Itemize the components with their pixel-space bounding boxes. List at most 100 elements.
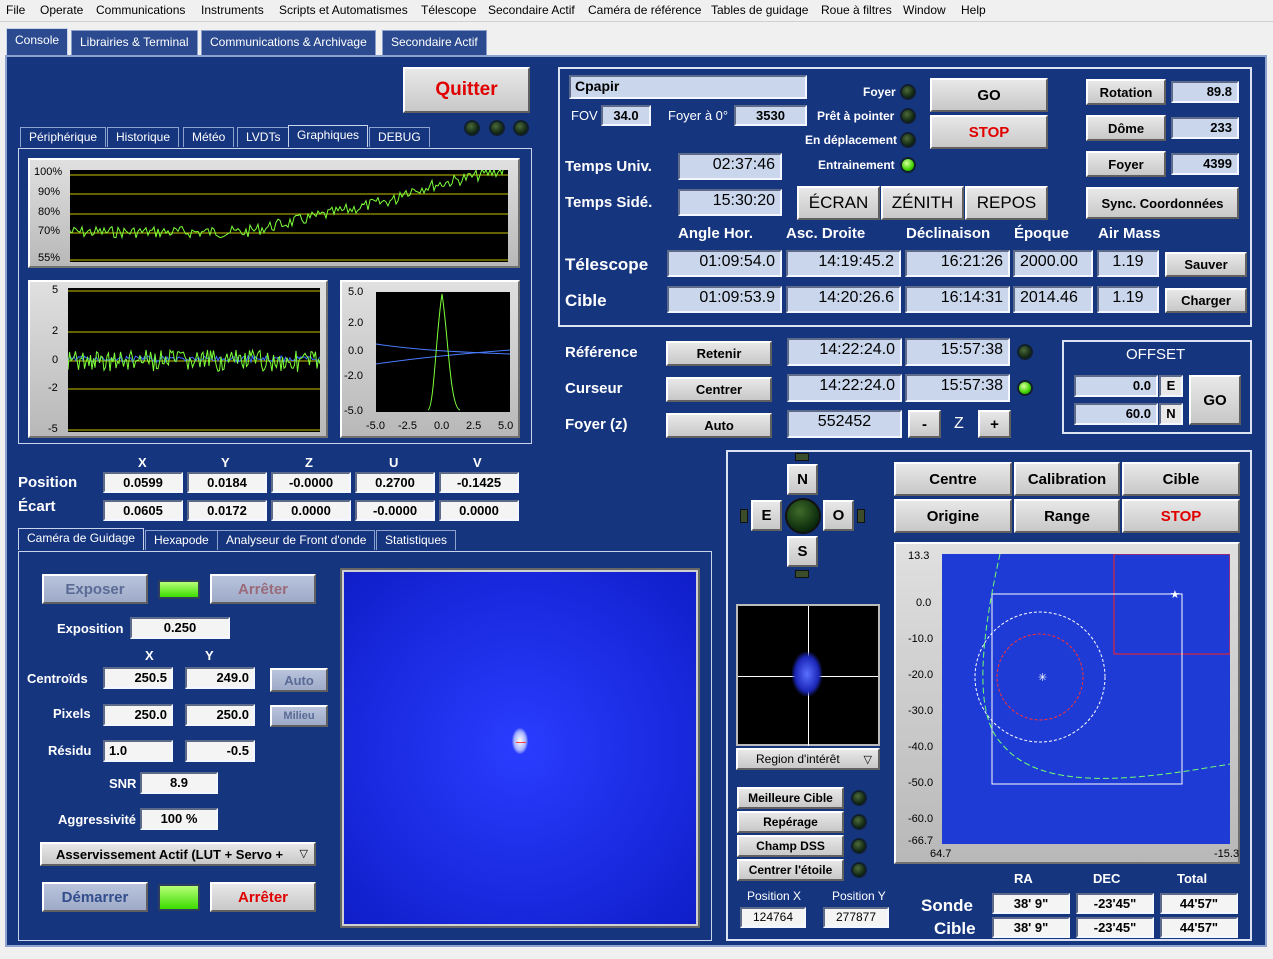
tab-secondaire-actif[interactable]: Secondaire Actif <box>382 30 487 56</box>
cible-asc-droite[interactable]: 14:20:26.6 <box>786 286 901 313</box>
quit-button[interactable]: Quitter <box>403 67 530 113</box>
tab-lvdts[interactable]: LVDTs <box>237 127 290 147</box>
foyer-button[interactable]: Foyer <box>1086 151 1166 177</box>
guide-camera-image[interactable] <box>340 568 700 928</box>
cible-declinaison[interactable]: 16:14:31 <box>905 286 1010 313</box>
arreter-guidage-button[interactable]: Arrêter <box>210 882 316 912</box>
tab-statistiques[interactable]: Statistiques <box>376 530 457 550</box>
menu-camera-reference[interactable]: Caméra de référence <box>588 3 702 17</box>
tab-librairies[interactable]: Librairies & Terminal <box>71 30 198 56</box>
menu-scripts[interactable]: Scripts et Automatismes <box>279 3 408 17</box>
stop-button[interactable]: STOP <box>930 115 1048 149</box>
x-tick: -2.5 <box>398 420 417 432</box>
foyer-minus-button[interactable]: - <box>908 410 941 438</box>
menu-telescope[interactable]: Télescope <box>421 3 477 17</box>
tab-historique[interactable]: Historique <box>107 127 180 147</box>
position-x: 0.0599 <box>103 472 183 493</box>
profile-plot: 5.0 2.0 0.0 -2.0 -5.0 -5.0 -2.5 0.0 2.5 … <box>340 280 520 438</box>
chevron-down-icon: ▽ <box>863 754 872 766</box>
offset-e-label: E <box>1159 375 1183 397</box>
svg-text:✳: ✳ <box>1038 672 1047 684</box>
sauver-button[interactable]: Sauver <box>1165 252 1247 277</box>
auto-foyer-button[interactable]: Auto <box>666 413 772 438</box>
east-button[interactable]: E <box>751 500 782 531</box>
tab-camera-guidage[interactable]: Caméra de Guidage <box>18 528 145 550</box>
offset-e-field[interactable]: 0.0 <box>1074 375 1158 397</box>
retenir-button[interactable]: Retenir <box>666 341 772 366</box>
tel-declinaison: 16:21:26 <box>905 250 1010 277</box>
north-button[interactable]: N <box>787 464 818 495</box>
y-tick: 5 <box>52 284 59 296</box>
menu-file[interactable]: File <box>6 3 26 17</box>
foyer-plus-button[interactable]: + <box>978 410 1011 438</box>
repos-button[interactable]: REPOS <box>965 186 1048 220</box>
ecran-button[interactable]: ÉCRAN <box>797 186 880 220</box>
arreter-expo-button[interactable]: Arrêter <box>210 574 316 604</box>
exposition-field[interactable]: 0.250 <box>130 617 230 639</box>
auto-centroid-button[interactable]: Auto <box>270 668 328 692</box>
sync-coordonnees-button[interactable]: Sync. Coordonnées <box>1086 187 1239 219</box>
range-button[interactable]: Range <box>1014 499 1120 533</box>
aggressivite-label: Aggressivité <box>58 812 137 827</box>
menu-secondaire[interactable]: Secondaire Actif <box>488 3 575 17</box>
servo-mode-select[interactable]: Asservissement Actif (LUT + Servo + ▽ <box>40 842 316 866</box>
tab-meteo[interactable]: Météo <box>183 127 235 147</box>
tab-peripherique[interactable]: Périphérique <box>20 127 107 147</box>
position-x-label: Position X <box>747 889 802 903</box>
go-button[interactable]: GO <box>930 78 1048 112</box>
pixels-x[interactable]: 250.0 <box>103 704 173 726</box>
milieu-button[interactable]: Milieu <box>270 705 328 727</box>
probe-map[interactable]: 13.3 0.0 -10.0 -20.0 -30.0 -40.0 -50.0 -… <box>894 542 1240 864</box>
roi-select[interactable]: Region d'intérêt ▽ <box>736 748 880 770</box>
plot1-series <box>70 170 504 240</box>
origine-button[interactable]: Origine <box>894 499 1012 533</box>
reference-label: Référence <box>565 344 638 361</box>
roi-image[interactable] <box>736 604 880 746</box>
tab-hexapode[interactable]: Hexapode <box>145 530 218 550</box>
menu-instruments[interactable]: Instruments <box>201 3 264 17</box>
meilleure-cible-button[interactable]: Meilleure Cible <box>737 787 844 809</box>
south-button[interactable]: S <box>787 536 818 567</box>
cible-angle-hor[interactable]: 01:09:53.9 <box>667 286 782 313</box>
menu-tables-guidage[interactable]: Tables de guidage <box>711 3 809 17</box>
tab-graphiques[interactable]: Graphiques <box>288 125 369 147</box>
tab-communications-archivage[interactable]: Communications & Archivage <box>201 30 376 56</box>
menu-window[interactable]: Window <box>903 3 946 17</box>
instrument-name[interactable]: Cpapir <box>569 75 807 99</box>
charger-button[interactable]: Charger <box>1165 288 1247 313</box>
rotation-button[interactable]: Rotation <box>1086 79 1166 105</box>
demarrer-button[interactable]: Démarrer <box>42 882 148 912</box>
plot2-area <box>68 288 320 432</box>
dome-button[interactable]: Dôme <box>1086 115 1166 141</box>
led-pret <box>900 108 916 124</box>
foyer-z-field[interactable]: 552452 <box>787 410 902 438</box>
tab-debug[interactable]: DEBUG <box>369 127 430 147</box>
col-x: X <box>138 455 147 470</box>
cur-ra: 14:22:24.0 <box>787 374 902 402</box>
calibration-button[interactable]: Calibration <box>1014 462 1120 496</box>
ecart-x: 0.0605 <box>103 500 183 521</box>
menu-communications[interactable]: Communications <box>96 3 186 17</box>
menu-roue-filtres[interactable]: Roue à filtres <box>821 3 892 17</box>
menu-operate[interactable]: Operate <box>40 3 84 17</box>
exposer-button[interactable]: Exposer <box>42 574 148 604</box>
champ-dss-button[interactable]: Champ DSS <box>737 835 844 857</box>
aggressivite-field[interactable]: 100 % <box>140 808 218 830</box>
centrer-button[interactable]: Centrer <box>666 377 772 402</box>
cible-button[interactable]: Cible <box>1122 462 1240 496</box>
y-tick: -60.0 <box>908 813 934 825</box>
pixels-y[interactable]: 250.0 <box>185 704 255 726</box>
zenith-button[interactable]: ZÉNITH <box>881 186 964 220</box>
map-stop-button[interactable]: STOP <box>1122 499 1240 533</box>
tel-angle-hor: 01:09:54.0 <box>667 250 782 277</box>
menu-help[interactable]: Help <box>961 3 986 17</box>
offset-go-button[interactable]: GO <box>1189 375 1241 425</box>
west-button[interactable]: O <box>823 500 854 531</box>
centrer-etoile-button[interactable]: Centrer l'étoile <box>737 859 844 881</box>
tab-console[interactable]: Console <box>6 28 69 58</box>
tab-analyseur[interactable]: Analyseur de Front d'onde <box>217 530 376 550</box>
centre-button[interactable]: Centre <box>894 462 1012 496</box>
offset-n-field[interactable]: 60.0 <box>1074 403 1158 425</box>
cible-epoque[interactable]: 2014.46 <box>1013 286 1093 313</box>
reperage-button[interactable]: Repérage <box>737 811 844 833</box>
